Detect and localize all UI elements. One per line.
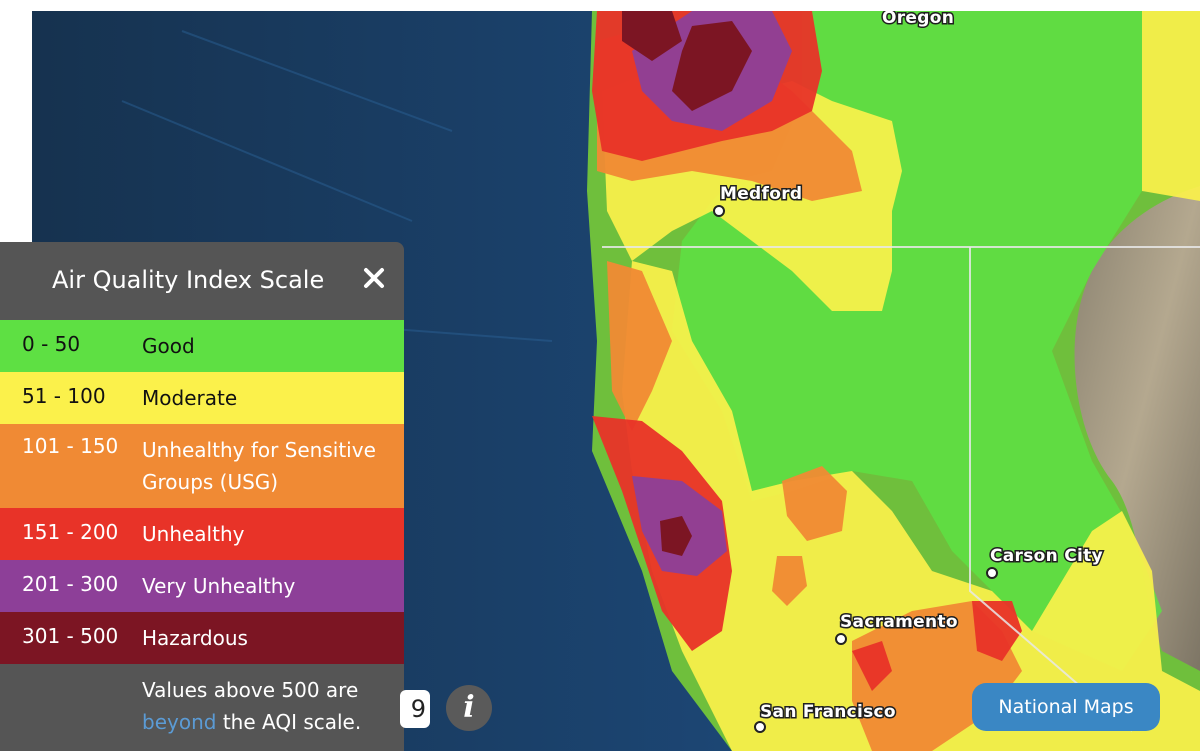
aqi-zone-usg-small [772,556,807,606]
legend-note-prefix: Values above 500 are [142,678,359,702]
sacramento-marker [835,633,847,645]
legend-range: 151 - 200 [22,520,119,544]
aqi-zone-moderate-east [1142,11,1200,201]
legend-row: 101 - 150 Unhealthy for Sensitive Groups … [0,424,404,508]
legend-title: Air Quality Index Scale [52,266,325,294]
aqi-zone-unhealthy-bay [852,641,892,691]
legend-row: 0 - 50 Good [0,320,404,372]
legend-label: Hazardous [142,626,248,650]
legend-range: 301 - 500 [22,624,119,648]
legend-label: Good [142,334,195,358]
legend-range: 201 - 300 [22,572,119,596]
legend-note: Values above 500 are beyond the AQI scal… [142,674,392,738]
legend-label: Very Unhealthy [142,574,296,598]
aqi-map[interactable]: Oregon Medford Carson City Sacramento Sa… [32,11,1200,751]
aqi-legend-panel: Air Quality Index Scale 0 - 50 Good 51 - 1… [0,242,404,751]
legend-note-suffix: the AQI scale. [222,710,362,734]
medford-label: Medford [720,184,802,204]
aqi-zone-unhealthy-south [972,601,1022,661]
legend-rows: 0 - 50 Good 51 - 100 Moderate 101 - 150 Unhea… [0,320,404,664]
carson-city-label: Carson City [990,546,1103,566]
legend-label: Unhealthy for Sensitive Groups (USG) [142,438,376,494]
date-display[interactable]: 9 [400,690,430,728]
aqi-zone-hazardous-coast [660,516,692,556]
beyond-link[interactable]: beyond [142,710,217,734]
aqi-zone-moderate-south [622,261,1200,751]
san-francisco-marker [754,721,766,733]
sacramento-label: Sacramento [840,612,958,632]
legend-row: 51 - 100 Moderate [0,372,404,424]
aqi-zone-usg-central [782,466,847,541]
national-maps-button[interactable]: National Maps [972,683,1160,731]
terrain-area [1074,186,1200,671]
legend-range: 51 - 100 [22,384,106,408]
legend-label: Moderate [142,386,238,410]
legend-label: Unhealthy [142,522,245,546]
aqi-zone-hazardous-north-2 [672,21,752,111]
carson-city-marker [986,567,998,579]
aqi-zone-usg-coast [607,261,672,431]
info-icon[interactable]: i [446,685,492,731]
legend-range: 0 - 50 [22,332,81,356]
medford-marker [713,205,725,217]
san-francisco-label: San Francisco [760,702,896,722]
legend-row: 151 - 200 Unhealthy [0,508,404,560]
oregon-label: Oregon [882,11,954,28]
legend-row: 201 - 300 Very Unhealthy [0,560,404,612]
close-icon[interactable] [360,264,388,292]
aqi-zone-hazardous-north [622,11,682,61]
legend-header: Air Quality Index Scale [0,242,404,320]
legend-range: 101 - 150 [22,434,119,458]
legend-row: 301 - 500 Hazardous [0,612,404,664]
